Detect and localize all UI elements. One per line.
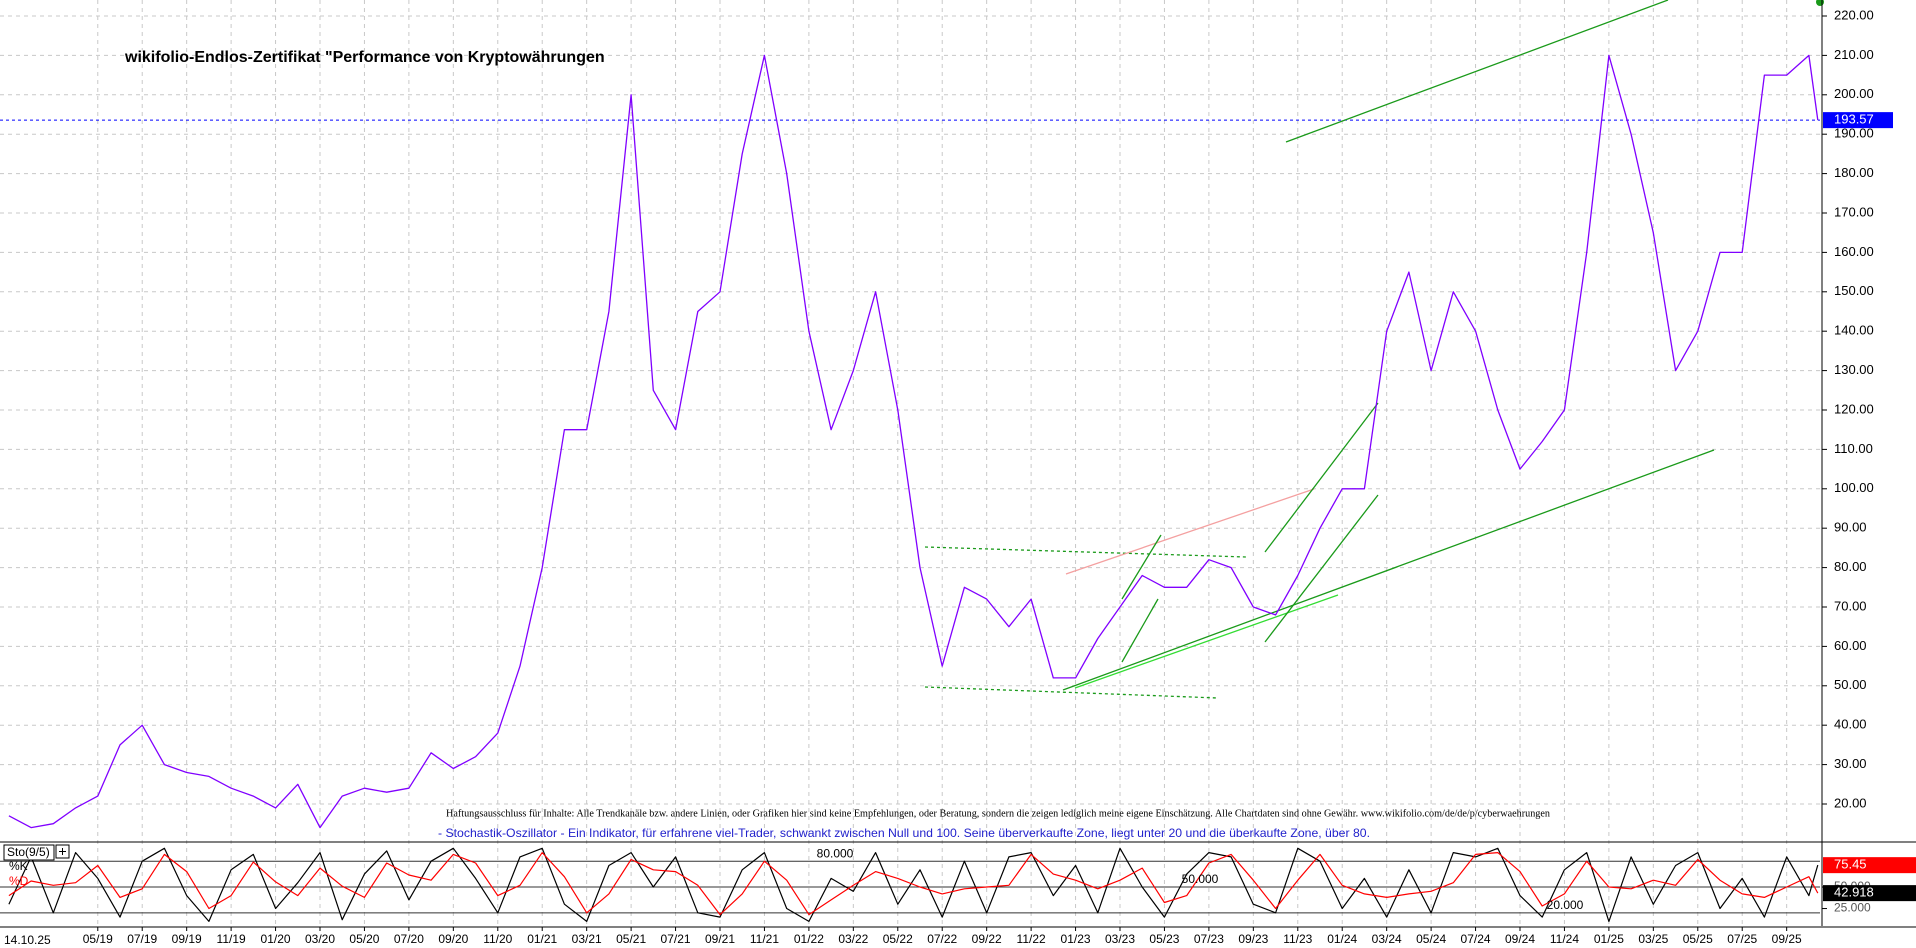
y-tick-label: 170.00 xyxy=(1834,204,1874,219)
y2-tick-label: 25.000 xyxy=(1834,901,1871,915)
level-label: 50.000 xyxy=(1182,872,1219,886)
indicator-box xyxy=(3,844,55,861)
x-tick-label: 07/19 xyxy=(127,932,157,946)
x-tick-label: 09/22 xyxy=(972,932,1002,946)
current-value-label: 42.918 xyxy=(1834,885,1874,900)
data-layer xyxy=(8,54,1819,922)
x-tick-label: 11/21 xyxy=(750,932,779,946)
x-tick-label: 03/22 xyxy=(838,932,868,946)
x-tick-label: 05/21 xyxy=(616,932,646,946)
series-line xyxy=(8,852,1819,916)
x-tick-label: 01/22 xyxy=(794,932,824,946)
x-tick-label: 05/25 xyxy=(1683,932,1713,946)
current-value-box xyxy=(1823,885,1916,902)
x-tick-label: 03/21 xyxy=(572,932,602,946)
x-tick-label: 03/24 xyxy=(1372,932,1402,946)
y-tick-label: 200.00 xyxy=(1834,86,1874,101)
x-tick-label: 07/22 xyxy=(927,932,957,946)
series-line xyxy=(8,54,1819,829)
y-tick-label: 120.00 xyxy=(1834,401,1874,416)
x-tick-label: 01/24 xyxy=(1327,932,1357,946)
x-tick-label: 11/24 xyxy=(1550,932,1579,946)
y-tick-label: 150.00 xyxy=(1834,283,1874,298)
trendline xyxy=(1285,0,1669,143)
x-tick-label: 09/19 xyxy=(172,932,202,946)
y-tick-label: 180.00 xyxy=(1834,165,1874,180)
trendline xyxy=(924,686,1219,699)
trendline xyxy=(1065,488,1315,575)
x-tick-label: 05/23 xyxy=(1149,932,1179,946)
current-value-box xyxy=(1823,112,1893,129)
x-tick-label: 09/25 xyxy=(1772,932,1802,946)
y-tick-label: 220.00 xyxy=(1834,7,1874,22)
x-tick-label: 01/20 xyxy=(261,932,291,946)
trendline xyxy=(1264,402,1379,553)
trendline xyxy=(1121,598,1159,663)
y-tick-label: 20.00 xyxy=(1834,795,1867,810)
current-value-box xyxy=(1823,857,1916,874)
y-tick-label: 30.00 xyxy=(1834,756,1867,771)
grid-layer xyxy=(0,0,1820,926)
date-stamp: 14.10.25 xyxy=(4,933,51,947)
indicator-description: - Stochastik-Oszillator - Ein Indikator,… xyxy=(438,826,1370,840)
x-tick-label: 11/23 xyxy=(1283,932,1312,946)
y-tick-label: 70.00 xyxy=(1834,598,1867,613)
legend-label: %K xyxy=(9,859,28,873)
y-tick-label: 60.00 xyxy=(1834,638,1867,653)
series-line xyxy=(8,847,1819,922)
x-tick-label: 07/20 xyxy=(394,932,424,946)
y-tick-label: 160.00 xyxy=(1834,244,1874,259)
y-tick-label: 110.00 xyxy=(1834,441,1873,456)
trendlines xyxy=(924,0,1824,699)
x-tick-label: 07/24 xyxy=(1461,932,1491,946)
x-tick-label: 09/21 xyxy=(705,932,735,946)
indicator-title: Sto(9/5) xyxy=(7,845,50,859)
disclaimer: Haftungsausschluss für Inhalte: Alle Tre… xyxy=(446,808,1550,820)
x-tick-label: 03/20 xyxy=(305,932,335,946)
y-tick-label: 80.00 xyxy=(1834,559,1867,574)
y-tick-label: 190.00 xyxy=(1834,126,1874,141)
x-tick-label: 11/19 xyxy=(217,932,246,946)
y-tick-label: 90.00 xyxy=(1834,520,1867,535)
x-tick-label: 03/23 xyxy=(1105,932,1135,946)
x-tick-label: 05/24 xyxy=(1416,932,1446,946)
x-tick-label: 05/22 xyxy=(883,932,913,946)
trendline xyxy=(1074,594,1339,689)
y-tick-label: 100.00 xyxy=(1834,480,1874,495)
x-tick-label: 09/23 xyxy=(1238,932,1268,946)
trendline xyxy=(1121,534,1162,600)
legend-label: %D xyxy=(9,874,29,888)
x-tick-label: 05/20 xyxy=(349,932,379,946)
x-tick-label: 03/25 xyxy=(1638,932,1668,946)
x-tick-label: 11/20 xyxy=(483,932,512,946)
level-label: 20.000 xyxy=(1547,898,1584,912)
x-tick-label: 07/21 xyxy=(661,932,691,946)
x-tick-label: 09/20 xyxy=(438,932,468,946)
x-tick-label: 01/21 xyxy=(527,932,557,946)
y-tick-label: 210.00 xyxy=(1834,47,1874,62)
trendline xyxy=(1264,494,1379,643)
y-tick-label: 50.00 xyxy=(1834,677,1867,692)
x-tick-label: 05/19 xyxy=(83,932,113,946)
x-tick-label: 01/25 xyxy=(1594,932,1624,946)
current-value-label: 75.45 xyxy=(1834,857,1867,872)
trendline xyxy=(1062,449,1715,691)
x-tick-label: 11/22 xyxy=(1017,932,1046,946)
y-tick-label: 130.00 xyxy=(1834,362,1874,377)
y-tick-label: 140.00 xyxy=(1834,323,1874,338)
y-tick-label: 40.00 xyxy=(1834,717,1867,732)
chart-title: wikifolio-Endlos-Zertifikat "Performance… xyxy=(124,49,605,66)
level-label: 80.000 xyxy=(817,846,854,860)
x-tick-label: 07/23 xyxy=(1194,932,1224,946)
x-tick-label: 07/25 xyxy=(1727,932,1757,946)
x-tick-label: 09/24 xyxy=(1505,932,1535,946)
x-tick-label: 01/23 xyxy=(1061,932,1091,946)
current-value-label: 193.57 xyxy=(1834,112,1874,127)
